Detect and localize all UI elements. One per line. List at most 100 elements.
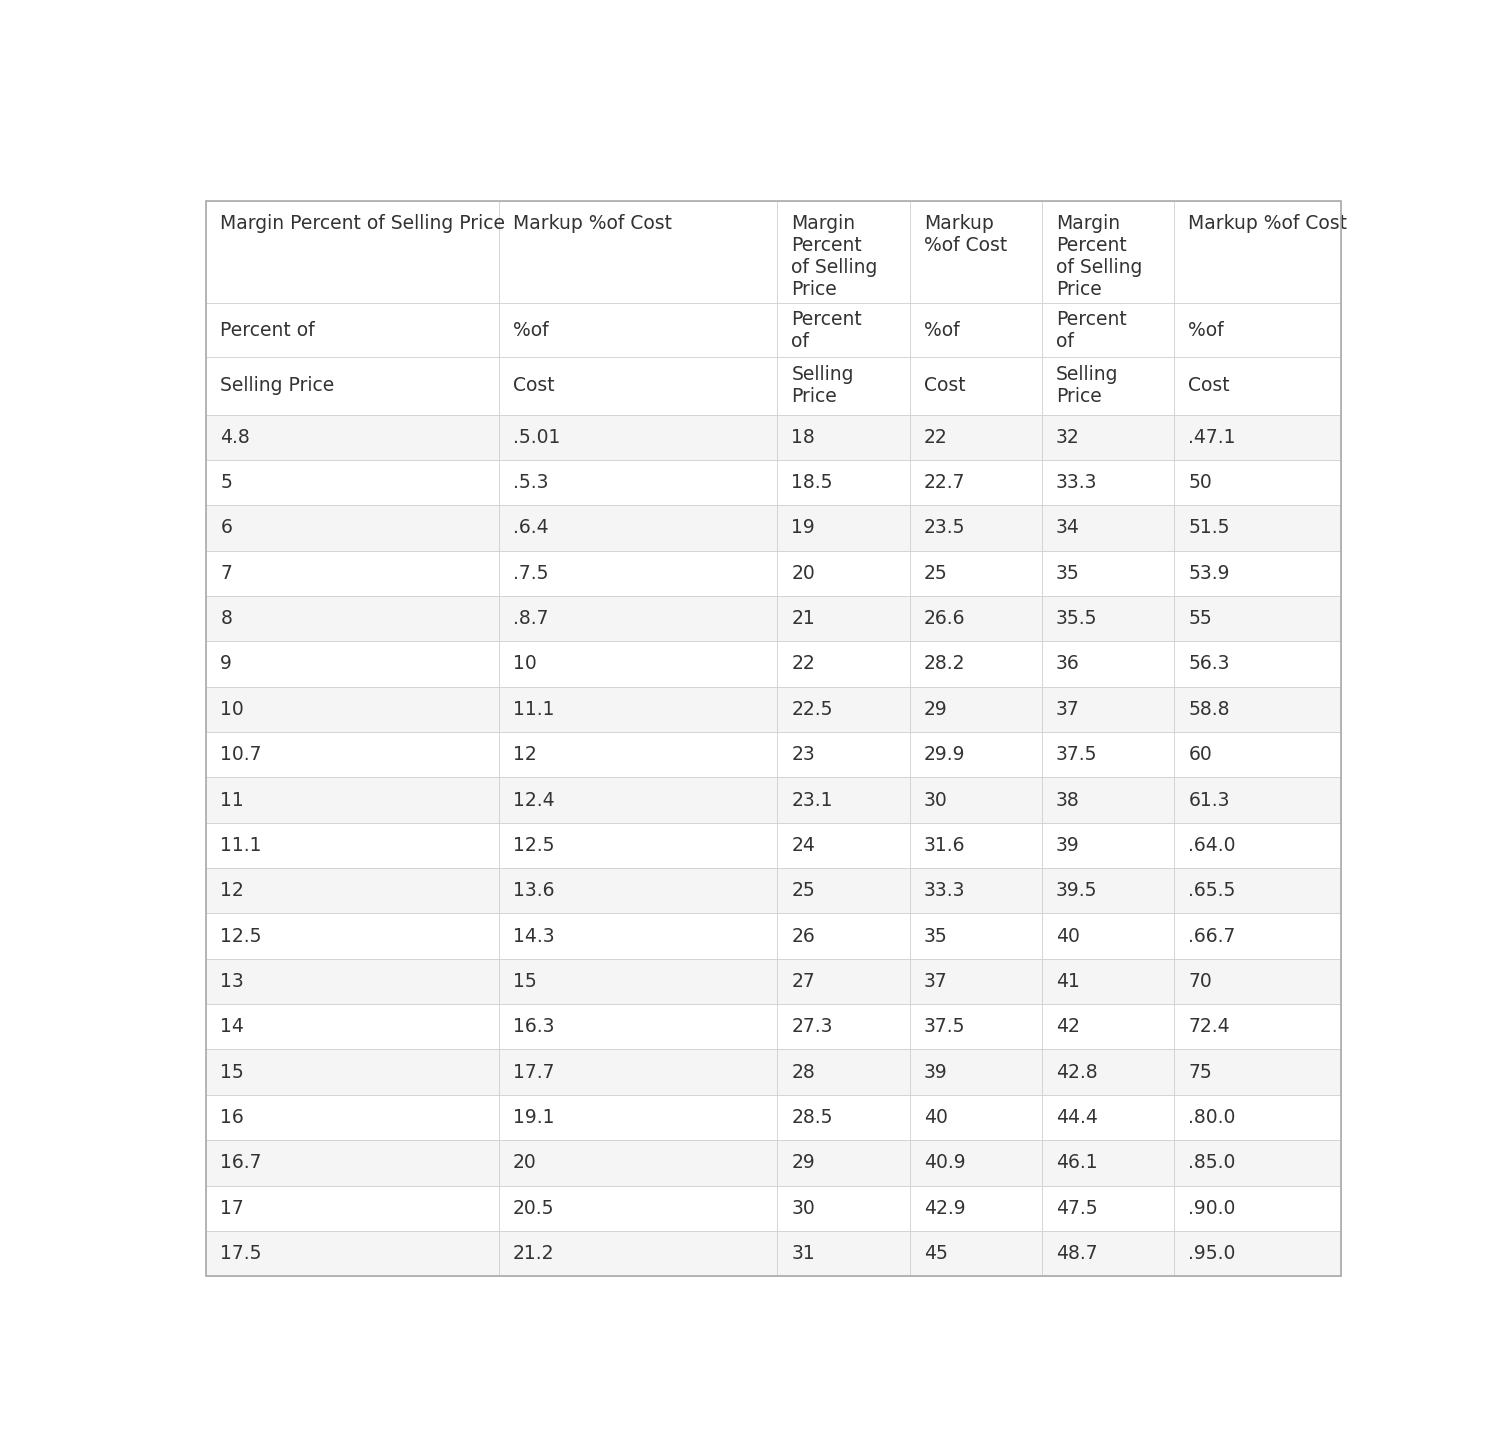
Bar	[1042, 1230, 1175, 1276]
Text: 11.1: 11.1	[220, 836, 261, 855]
Text: %of: %of	[513, 321, 548, 339]
Bar	[909, 1230, 1042, 1276]
Bar	[909, 414, 1042, 459]
Text: 17.5: 17.5	[220, 1245, 261, 1264]
Text: Cost: Cost	[1188, 375, 1231, 396]
Bar	[498, 1186, 778, 1230]
Bar	[498, 914, 778, 959]
Bar	[1042, 1141, 1175, 1186]
Text: 39.5: 39.5	[1055, 881, 1098, 900]
Bar	[498, 1050, 778, 1095]
Bar	[1175, 1095, 1341, 1141]
Bar	[1042, 459, 1175, 505]
Text: Markup %of Cost: Markup %of Cost	[1188, 214, 1347, 234]
Bar	[778, 914, 909, 959]
Text: 36: 36	[1055, 654, 1080, 673]
Bar	[909, 687, 1042, 732]
Text: 37: 37	[924, 972, 947, 991]
Bar	[909, 732, 1042, 777]
Bar	[207, 777, 498, 823]
Text: 19.1: 19.1	[513, 1108, 554, 1126]
Text: 13: 13	[220, 972, 245, 991]
Bar	[1042, 1186, 1175, 1230]
Text: 23.1: 23.1	[791, 790, 834, 810]
Text: 51.5: 51.5	[1188, 518, 1229, 537]
Text: 15: 15	[513, 972, 536, 991]
Text: 14.3: 14.3	[513, 927, 554, 946]
Text: 32: 32	[1055, 427, 1080, 446]
Text: Selling
Price: Selling Price	[1055, 365, 1119, 406]
Text: 25: 25	[791, 881, 815, 900]
Bar	[1042, 687, 1175, 732]
Text: 56.3: 56.3	[1188, 654, 1229, 673]
Text: 25: 25	[924, 563, 947, 583]
Text: 48.7: 48.7	[1055, 1245, 1098, 1264]
Text: .65.5: .65.5	[1188, 881, 1235, 900]
Text: 7: 7	[220, 563, 233, 583]
Text: 42.8: 42.8	[1055, 1063, 1098, 1082]
Text: Markup
%of Cost: Markup %of Cost	[924, 214, 1007, 256]
Bar	[498, 823, 778, 868]
Bar	[909, 959, 1042, 1004]
Bar	[498, 550, 778, 596]
Bar	[909, 596, 1042, 641]
Text: 31.6: 31.6	[924, 836, 965, 855]
Bar	[1042, 777, 1175, 823]
Bar	[1175, 357, 1341, 414]
Bar	[909, 459, 1042, 505]
Bar	[909, 1186, 1042, 1230]
Text: 35: 35	[924, 927, 947, 946]
Bar	[498, 641, 778, 687]
Bar	[1042, 1004, 1175, 1050]
Text: 9: 9	[220, 654, 233, 673]
Text: 58.8: 58.8	[1188, 700, 1229, 719]
Text: 14: 14	[220, 1018, 245, 1037]
Bar	[1175, 414, 1341, 459]
Text: Percent
of: Percent of	[791, 309, 862, 351]
Bar	[207, 1095, 498, 1141]
Bar	[1175, 914, 1341, 959]
Text: 22: 22	[924, 427, 947, 446]
Bar	[1175, 1004, 1341, 1050]
Bar	[778, 1141, 909, 1186]
Bar	[498, 201, 778, 303]
Text: .95.0: .95.0	[1188, 1245, 1235, 1264]
Bar	[1042, 303, 1175, 357]
Text: 29.9: 29.9	[924, 745, 965, 764]
Bar	[207, 641, 498, 687]
Bar	[207, 959, 498, 1004]
Bar	[1042, 641, 1175, 687]
Text: 39: 39	[924, 1063, 947, 1082]
Text: 5: 5	[220, 474, 233, 492]
Text: 37.5: 37.5	[1055, 745, 1098, 764]
Text: 10: 10	[513, 654, 536, 673]
Bar	[909, 1095, 1042, 1141]
Text: 61.3: 61.3	[1188, 790, 1229, 810]
Text: Margin Percent of Selling Price: Margin Percent of Selling Price	[220, 214, 506, 234]
Text: 10: 10	[220, 700, 245, 719]
Text: 12: 12	[220, 881, 245, 900]
Text: 41: 41	[1055, 972, 1080, 991]
Bar	[498, 357, 778, 414]
Text: 35: 35	[1055, 563, 1080, 583]
Text: 26.6: 26.6	[924, 609, 965, 628]
Bar	[498, 687, 778, 732]
Bar	[778, 1095, 909, 1141]
Text: %of: %of	[924, 321, 959, 339]
Text: 26: 26	[791, 927, 815, 946]
Text: .80.0: .80.0	[1188, 1108, 1235, 1126]
Text: 31: 31	[791, 1245, 815, 1264]
Text: 47.5: 47.5	[1055, 1199, 1098, 1217]
Text: Selling
Price: Selling Price	[791, 365, 853, 406]
Text: 46.1: 46.1	[1055, 1154, 1098, 1173]
Text: 45: 45	[924, 1245, 948, 1264]
Text: 22.5: 22.5	[791, 700, 834, 719]
Bar	[207, 596, 498, 641]
Text: 22: 22	[791, 654, 815, 673]
Bar	[1175, 459, 1341, 505]
Bar	[498, 414, 778, 459]
Bar	[909, 1004, 1042, 1050]
Text: 20: 20	[791, 563, 815, 583]
Bar	[207, 459, 498, 505]
Text: 21: 21	[791, 609, 815, 628]
